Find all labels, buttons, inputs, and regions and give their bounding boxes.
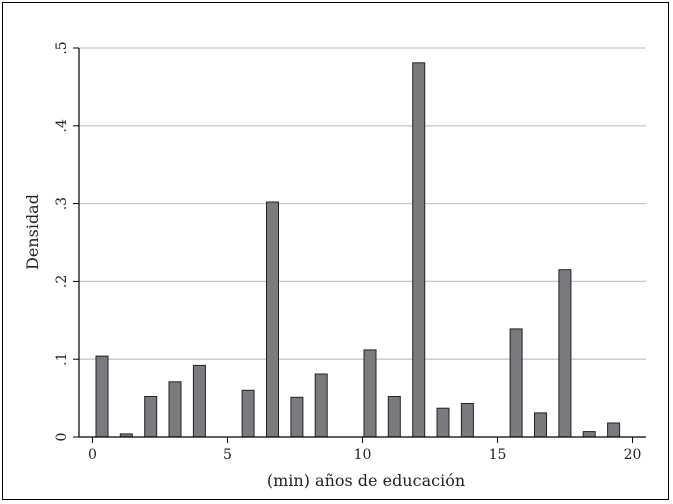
y-tick-label: .2 — [54, 275, 70, 288]
bar — [266, 201, 279, 438]
y-tick-label: .1 — [54, 353, 70, 366]
x-tick-label: 15 — [489, 447, 507, 463]
bar — [387, 396, 401, 438]
axes: 0 .1 .2 .3 .4 .5 0 5 10 15 20 — [54, 41, 646, 463]
x-tick-label: 10 — [354, 447, 372, 463]
y-tick-label: .4 — [54, 119, 70, 132]
x-tick-label: 20 — [624, 447, 642, 463]
bar — [314, 373, 328, 438]
bar — [509, 328, 523, 438]
bar — [95, 355, 109, 438]
bar — [363, 349, 377, 438]
bars — [95, 62, 621, 438]
x-axis-label: (min) años de educación — [267, 471, 465, 490]
bar — [436, 407, 450, 438]
bar — [558, 269, 572, 438]
bar — [192, 364, 206, 438]
bar — [582, 431, 596, 438]
bar — [607, 422, 621, 438]
y-tick-label: .5 — [54, 41, 70, 54]
grid-lines — [79, 47, 646, 360]
y-tick-label: .3 — [54, 197, 70, 210]
bar — [144, 396, 158, 438]
bar — [241, 389, 255, 438]
x-tick-label: 5 — [223, 447, 232, 463]
bar — [290, 396, 304, 438]
bar — [168, 381, 182, 438]
bar — [412, 62, 426, 438]
chart-frame — [2, 2, 669, 500]
x-tick-label: 0 — [88, 447, 97, 463]
bar — [460, 403, 474, 438]
bar — [534, 412, 547, 438]
y-tick-label: 0 — [54, 433, 70, 442]
y-axis-label: Densidad — [23, 194, 42, 270]
